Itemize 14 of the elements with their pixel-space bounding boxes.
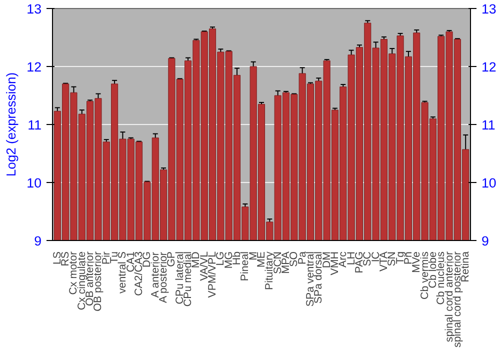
y2-tick-label: 9	[482, 234, 489, 248]
y-tick-label: 11	[28, 118, 42, 132]
y-axis-title: Log2 (expression)	[4, 72, 19, 177]
x-tick-label: Retina	[460, 251, 472, 282]
y-tick-label: 9	[34, 234, 42, 248]
y-tick-label: 13	[26, 2, 42, 16]
y2-tick-label: 13	[482, 2, 496, 16]
x-tick-label: Tg	[394, 251, 406, 264]
y2-tick-label: 11	[482, 118, 496, 132]
y-tick-label: 12	[26, 60, 42, 74]
y-tick-label: 10	[26, 176, 42, 190]
x-tick-label: A posterior	[158, 252, 170, 304]
y2-tick-label: 12	[482, 60, 496, 74]
y2-tick-label: 10	[482, 176, 496, 190]
